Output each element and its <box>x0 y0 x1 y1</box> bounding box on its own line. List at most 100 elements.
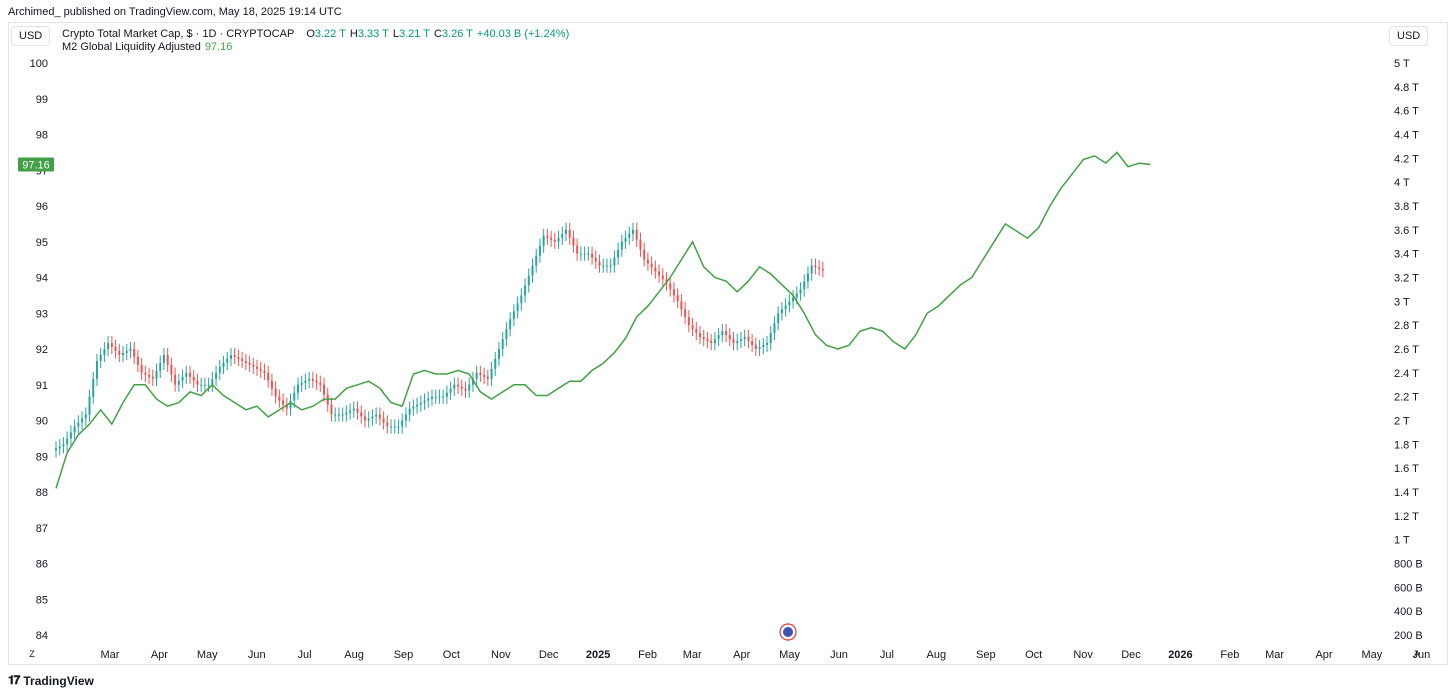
right-axis-tick-label: 3.8 T <box>1394 201 1419 213</box>
crypto-ohlc-body <box>196 380 199 385</box>
crypto-ohlc-body <box>713 339 716 344</box>
crypto-ohlc-body <box>520 295 523 304</box>
right-axis-tick-label: 400 B <box>1394 606 1423 618</box>
crypto-ohlc-body <box>490 368 493 379</box>
crypto-ohlc-body <box>73 426 76 433</box>
legend-m2-title[interactable]: M2 Global Liquidity Adjusted <box>62 41 201 53</box>
crypto-ohlc-body <box>393 426 396 428</box>
crypto-ohlc-body <box>680 301 683 310</box>
crypto-ohlc-body <box>699 333 702 338</box>
crypto-ohlc-body <box>349 410 352 413</box>
crypto-ohlc-body <box>237 356 240 359</box>
crypto-ohlc-body <box>133 349 136 357</box>
time-axis-tick-label: Oct <box>1025 649 1042 661</box>
crypto-ohlc-body <box>624 237 627 242</box>
time-axis-tick-label: Feb <box>1220 649 1239 661</box>
crypto-ohlc-body <box>591 253 594 258</box>
crypto-ohlc-body <box>535 255 538 266</box>
crypto-ohlc-body <box>471 378 474 385</box>
crypto-ohlc-body <box>118 350 121 355</box>
legend-m2-row: M2 Global Liquidity Adjusted 97.16 <box>62 41 569 54</box>
legend-high-label: H <box>349 28 358 40</box>
left-axis-tick-label: 89 <box>36 451 48 463</box>
left-axis-tick-label: 86 <box>36 559 48 571</box>
crypto-ohlc-body <box>274 388 277 397</box>
crypto-ohlc-body <box>345 412 348 415</box>
crypto-ohlc-body <box>531 265 534 276</box>
left-currency-button[interactable]: USD <box>11 26 51 46</box>
crypto-ohlc-body <box>360 412 363 417</box>
right-axis-tick-label: 4.2 T <box>1394 153 1419 165</box>
crypto-ohlc-body <box>367 418 370 421</box>
crypto-ohlc-body <box>140 364 143 373</box>
crypto-ohlc-body <box>222 362 225 367</box>
time-axis-tick-label: 2026 <box>1168 649 1192 661</box>
crypto-ohlc-body <box>107 343 110 349</box>
crypto-ohlc-body <box>122 352 125 355</box>
crypto-ohlc-body <box>505 329 508 340</box>
crypto-ohlc-body <box>363 416 366 421</box>
crypto-ohlc-body <box>598 261 601 266</box>
crypto-ohlc-body <box>557 237 560 242</box>
crypto-ohlc-body <box>278 396 281 401</box>
crypto-ohlc-body <box>509 319 512 330</box>
crypto-ohlc-body <box>155 370 158 379</box>
crypto-ohlc-body <box>270 380 273 389</box>
crypto-ohlc-body <box>248 362 251 365</box>
right-axis-tick-label: 1 T <box>1394 535 1410 547</box>
right-currency-button[interactable]: USD <box>1389 26 1429 46</box>
crypto-ohlc-body <box>114 347 117 351</box>
crypto-ohlc-body <box>103 349 106 355</box>
time-axis-tick-label: Apr <box>1315 649 1332 661</box>
crypto-ohlc-body <box>129 349 132 351</box>
left-axis-tick-label: 99 <box>36 94 48 106</box>
left-axis-tick-label: 85 <box>36 594 48 606</box>
crypto-ohlc-body <box>460 386 463 389</box>
crypto-ohlc-body <box>721 331 724 336</box>
right-axis-tick-label: 2.2 T <box>1394 392 1419 404</box>
crypto-ohlc-body <box>457 384 460 387</box>
time-axis-tick-label: Dec <box>1121 649 1141 661</box>
crypto-ohlc-body <box>174 374 177 385</box>
crypto-ohlc-body <box>501 339 504 349</box>
crypto-ohlc-body <box>687 317 690 326</box>
footer-brand[interactable]: 𝟏𝟕 TradingView <box>8 673 94 688</box>
crypto-ohlc-body <box>378 414 381 419</box>
crypto-ohlc-body <box>200 384 203 386</box>
crypto-ohlc-body <box>706 339 709 342</box>
crypto-ohlc-body <box>788 301 791 306</box>
crypto-ohlc-body <box>427 398 430 401</box>
footer-brand-label: TradingView <box>23 673 94 688</box>
left-axis-tick-label: 94 <box>36 273 48 285</box>
crypto-ohlc-body <box>654 267 657 272</box>
crypto-ohlc-body <box>799 289 802 294</box>
left-axis-tick-label: 100 <box>30 58 48 70</box>
crypto-ohlc-body <box>166 354 169 365</box>
crypto-ohlc-body <box>542 235 545 246</box>
crypto-ohlc-body <box>58 446 61 449</box>
crypto-ohlc-body <box>144 372 147 375</box>
time-axis-tick-label: May <box>197 649 218 661</box>
right-axis-tick-label: 2 T <box>1394 416 1410 428</box>
right-axis-tick-label: 4.4 T <box>1394 130 1419 142</box>
time-axis-corner-left[interactable]: Z <box>29 649 35 659</box>
time-axis-tick-label: Jun <box>830 649 848 661</box>
crypto-ohlc-body <box>795 293 798 298</box>
legend-symbol-title[interactable]: Crypto Total Market Cap, $ · 1D · CRYPTO… <box>62 28 295 40</box>
crypto-ohlc-body <box>784 305 787 310</box>
crypto-ohlc-body <box>148 374 151 377</box>
right-axis-tick-label: 1.2 T <box>1394 511 1419 523</box>
crypto-ohlc-body <box>736 341 739 344</box>
time-axis-corner-right[interactable]: A <box>1414 649 1420 659</box>
chart-legend: Crypto Total Market Cap, $ · 1D · CRYPTO… <box>62 28 569 54</box>
crypto-ohlc-body <box>412 406 415 409</box>
left-axis-tick-label: 93 <box>36 308 48 320</box>
right-axis-tick-label: 1.4 T <box>1394 487 1419 499</box>
crypto-ohlc-body <box>777 313 780 324</box>
crypto-ohlc-body <box>646 259 649 264</box>
right-axis-tick-label: 5 T <box>1394 58 1410 70</box>
crypto-ohlc-body <box>632 229 635 234</box>
crypto-ohlc-body <box>408 408 411 415</box>
crypto-ohlc-body <box>553 239 556 242</box>
